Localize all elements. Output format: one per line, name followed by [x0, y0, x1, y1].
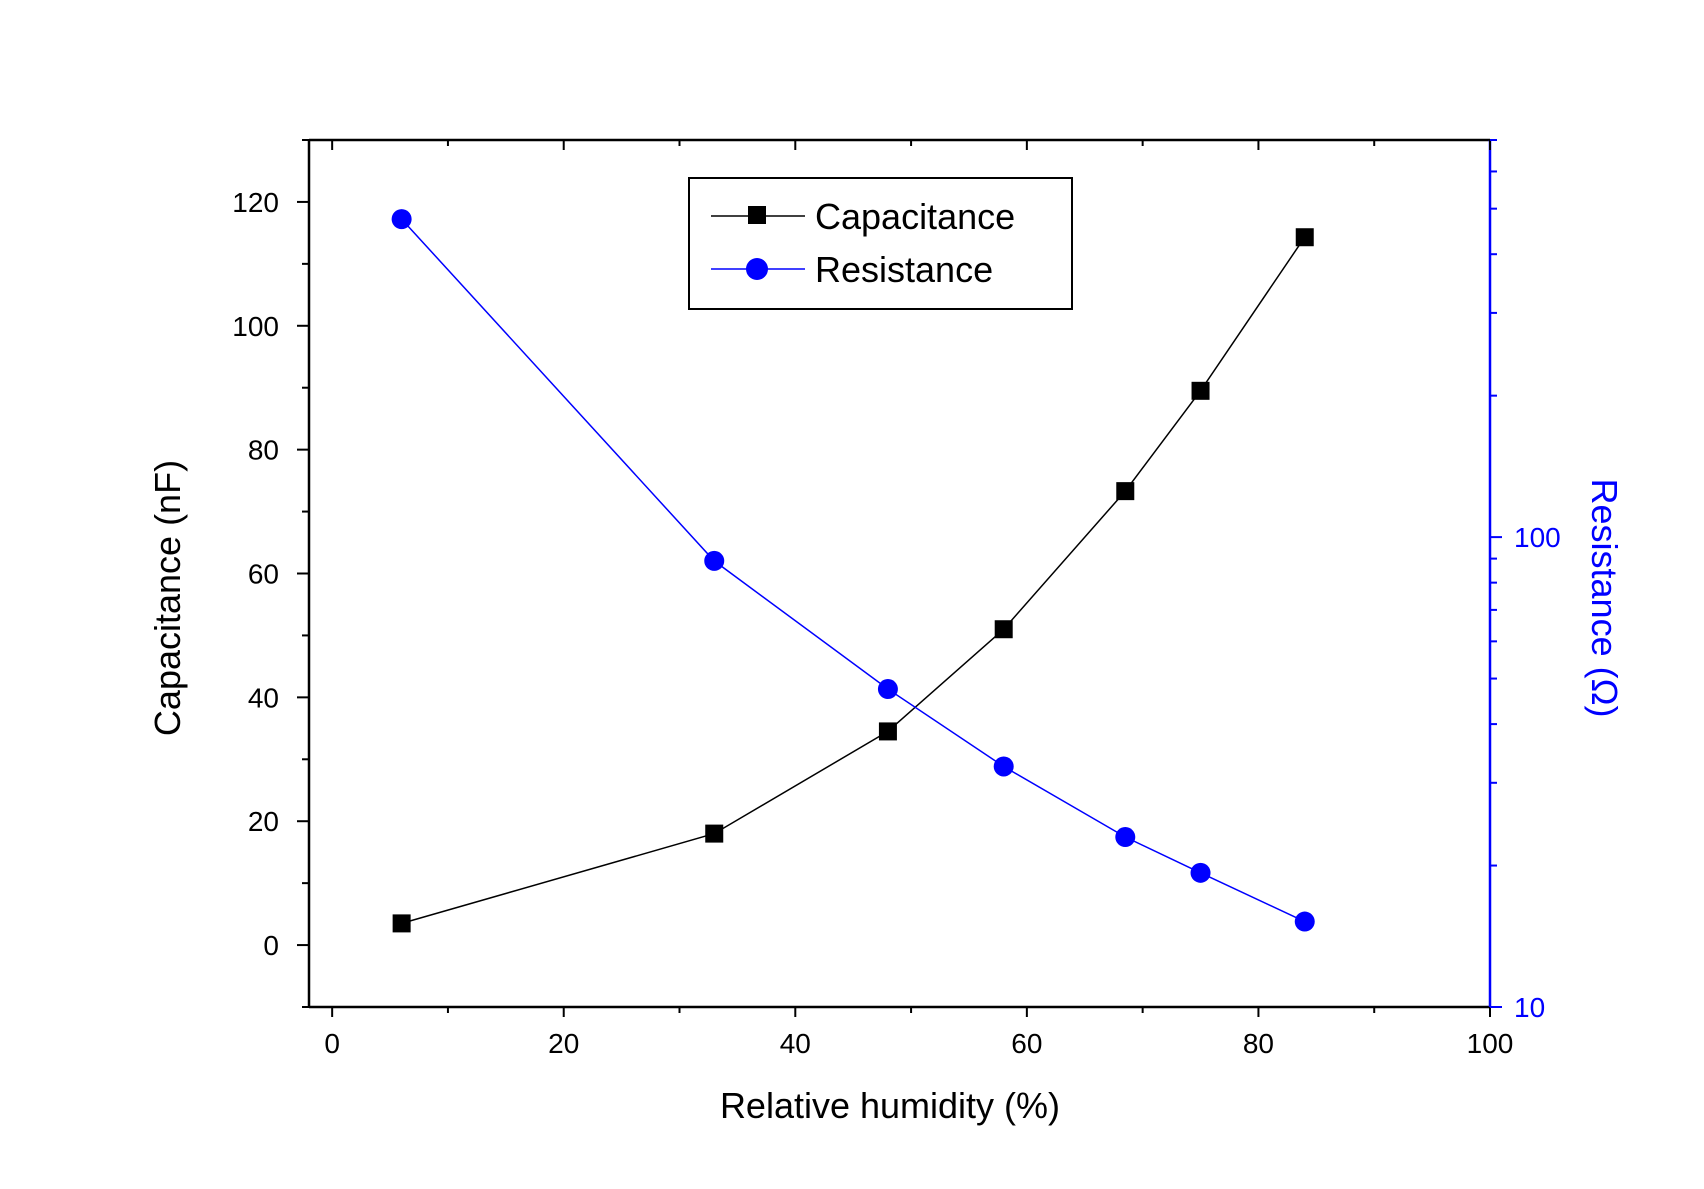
x-tick-label: 80	[1243, 1028, 1274, 1059]
data-point-resistance	[704, 550, 725, 571]
legend-box	[688, 177, 1073, 310]
data-point-resistance	[1115, 827, 1136, 848]
legend-label-resistance: Resistance	[815, 249, 993, 290]
data-point-capacitance	[392, 914, 411, 933]
legend-marker-capacitance	[748, 206, 766, 224]
legend-marker-resistance	[746, 258, 768, 280]
data-point-capacitance	[705, 824, 724, 843]
y-tick-label: 80	[248, 435, 279, 466]
data-point-resistance	[1294, 911, 1315, 932]
legend-label-capacitance: Capacitance	[815, 196, 1015, 237]
x-tick-label: 20	[548, 1028, 579, 1059]
data-point-capacitance	[1116, 482, 1135, 501]
data-point-resistance	[877, 679, 898, 700]
data-point-resistance	[391, 209, 412, 230]
y2-axis-title: Resistance (Ω)	[1584, 479, 1625, 718]
y-tick-label: 60	[248, 559, 279, 590]
y-tick-label: 40	[248, 682, 279, 713]
y-tick-label: 20	[248, 806, 279, 837]
series-markers	[391, 209, 1315, 933]
y-tick-label: 0	[263, 930, 279, 961]
legend: Capacitance Resistance	[688, 177, 1073, 310]
data-point-resistance	[993, 756, 1014, 777]
data-point-capacitance	[1295, 228, 1314, 247]
x-axis-title: Relative humidity (%)	[720, 1085, 1060, 1126]
y2-tick-label: 100	[1514, 522, 1561, 553]
y-tick-label: 100	[232, 311, 279, 342]
x-tick-label: 0	[324, 1028, 340, 1059]
y2-tick-label: 10	[1514, 992, 1545, 1023]
x-tick-label: 100	[1467, 1028, 1514, 1059]
data-point-resistance	[1190, 862, 1211, 883]
data-point-capacitance	[994, 620, 1013, 639]
x-tick-label: 40	[780, 1028, 811, 1059]
data-point-capacitance	[1191, 381, 1210, 400]
data-point-capacitance	[878, 722, 897, 741]
x-tick-label: 60	[1011, 1028, 1042, 1059]
y-axis-title: Capacitance (nF)	[147, 460, 188, 736]
y-tick-label: 120	[232, 187, 279, 218]
